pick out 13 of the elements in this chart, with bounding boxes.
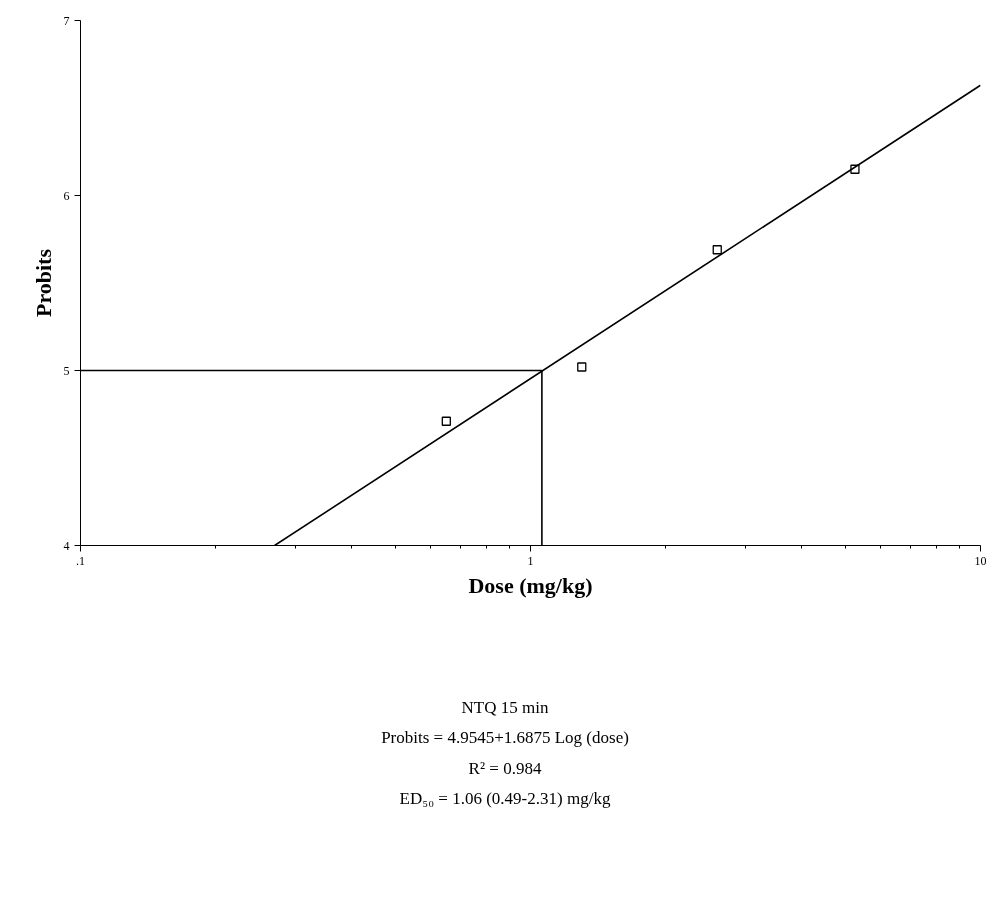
x-tick-label: .1 bbox=[76, 553, 85, 568]
text: Probits = 4.9545+1.6875 Log (dose) bbox=[380, 727, 630, 750]
text: ED₅₀ = 1.06 (0.49-2.31) mg/kg bbox=[398, 787, 612, 810]
x-tick-label: 1 bbox=[527, 553, 534, 568]
y-tick-label: 4 bbox=[63, 538, 70, 553]
x-tick-label: 10 bbox=[974, 553, 987, 568]
text: NTQ 15 min bbox=[460, 697, 550, 719]
text: R² = 0.984 bbox=[467, 757, 543, 780]
y-axis-title: Probits bbox=[30, 248, 56, 318]
y-tick-label: 5 bbox=[63, 363, 70, 378]
x-axis-title: Dose (mg/kg) bbox=[468, 572, 593, 598]
y-tick-label: 7 bbox=[63, 13, 70, 28]
y-tick-label: 6 bbox=[63, 188, 70, 203]
